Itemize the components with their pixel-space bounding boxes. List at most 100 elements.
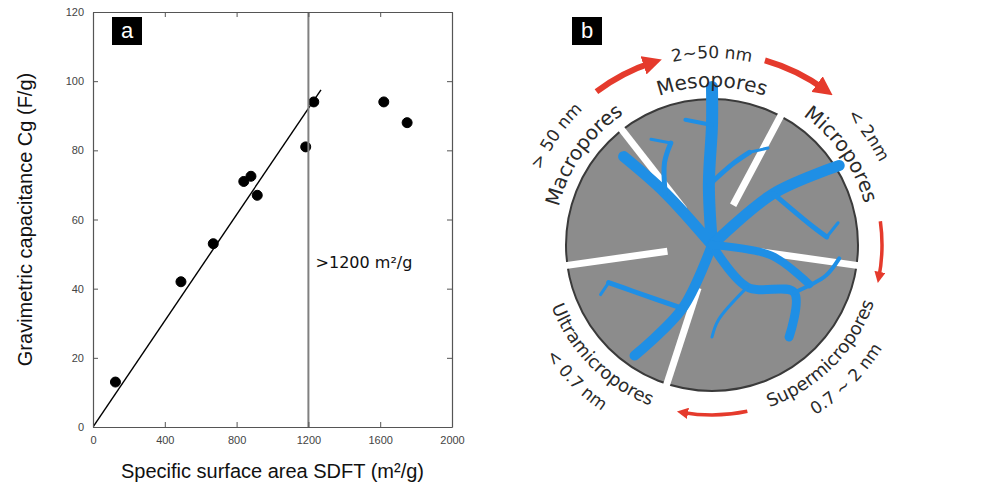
tick xyxy=(447,427,452,428)
flow-arrow xyxy=(765,60,825,89)
pore-channel xyxy=(635,245,712,356)
tick-mark xyxy=(93,150,98,151)
tick: 1200 xyxy=(297,422,321,446)
pore-channel xyxy=(709,152,750,185)
plot-background xyxy=(93,12,452,427)
data-point xyxy=(379,97,389,107)
pore-size: < 2nm xyxy=(844,105,894,165)
pore-channel xyxy=(609,283,683,309)
pore-channel xyxy=(773,194,826,237)
tick xyxy=(308,12,309,17)
pore-size: > 50 nm xyxy=(526,98,586,171)
canvas: 0400800120016002000020406080100120Specif… xyxy=(0,0,995,495)
tick xyxy=(165,12,166,17)
tick xyxy=(447,81,452,82)
pore-size: 0.7 ~ 2 nm xyxy=(806,339,885,418)
tick xyxy=(447,150,452,151)
tick: 0 xyxy=(78,421,98,433)
pore-channel xyxy=(709,87,712,245)
tick-mark xyxy=(447,150,452,151)
pore-label: Mesopores xyxy=(654,68,771,101)
data-point xyxy=(110,377,120,387)
tick: 1600 xyxy=(368,422,392,446)
pore-label-path: Mesopores xyxy=(654,68,771,101)
tick-label: 1600 xyxy=(368,434,392,446)
data-point xyxy=(176,277,186,287)
tick-mark xyxy=(237,12,238,17)
tick-label: 0 xyxy=(90,434,96,446)
pore-channel xyxy=(712,166,839,245)
tick: 100 xyxy=(66,75,98,87)
pore-size-path: 0.7 ~ 2 nm xyxy=(806,339,885,418)
pore-channel xyxy=(601,283,609,295)
tick-mark xyxy=(447,358,452,359)
y-axis-title: Gravimetric capacitance Cg (F/g) xyxy=(14,73,36,366)
tick-label: 0 xyxy=(78,421,84,433)
axis-line xyxy=(452,13,453,428)
pore-channel xyxy=(794,258,839,292)
tick-mark xyxy=(93,220,98,221)
tick: 60 xyxy=(72,214,98,226)
axis-mirror xyxy=(94,12,453,17)
tick: 20 xyxy=(72,352,98,364)
axis-line xyxy=(94,427,453,428)
tick-mark xyxy=(447,81,452,82)
pore-size-path: < 0.7 nm xyxy=(543,346,612,415)
flow-arrow xyxy=(879,221,882,277)
tick-mark xyxy=(93,427,98,428)
tick: 40 xyxy=(72,283,98,295)
tick-label: 800 xyxy=(228,434,246,446)
tick xyxy=(447,289,452,290)
x-axis-title: Specific surface area SDFT (m²/g) xyxy=(121,460,424,482)
tick xyxy=(447,358,452,359)
data-point xyxy=(246,171,256,181)
pore-size-path: < 2nm xyxy=(844,105,894,165)
tick: 120 xyxy=(66,6,98,18)
fit-line xyxy=(93,90,321,427)
tick-label: 80 xyxy=(72,144,84,156)
tick-mark xyxy=(165,422,166,427)
pore-channel xyxy=(712,287,747,337)
pore-size: < 0.7 nm xyxy=(543,346,612,415)
pore-size-path: 2~50 nm xyxy=(670,42,754,66)
axis-line xyxy=(94,12,453,13)
tick-label: 400 xyxy=(156,434,174,446)
threshold-line xyxy=(307,12,309,427)
flow-arrow xyxy=(682,411,747,415)
annotation: >1200 m²/g xyxy=(316,253,413,272)
pore-channel xyxy=(827,223,838,237)
pore-channel xyxy=(664,143,671,193)
pore-channel xyxy=(685,120,712,125)
pore-channel xyxy=(749,148,768,152)
tick-mark xyxy=(447,289,452,290)
flow-arrow xyxy=(596,62,652,91)
tick-label: 60 xyxy=(72,214,84,226)
tick-mark xyxy=(447,12,452,13)
tick-mark xyxy=(165,12,166,17)
tick-mark xyxy=(308,422,309,427)
pore-diagram: Macropores> 50 nmMesopores2~50 nmMicropo… xyxy=(526,42,894,419)
tick xyxy=(237,12,238,17)
pore-channel xyxy=(712,245,809,284)
tick-label: 20 xyxy=(72,352,84,364)
pore-size-path: > 50 nm xyxy=(526,98,586,171)
axis: 0 20 40 60 80 100 120 xyxy=(66,6,98,433)
tick: 80 xyxy=(72,144,98,156)
pore-size: 2~50 nm xyxy=(670,42,754,66)
tick: 800 xyxy=(228,422,246,446)
pore-channel xyxy=(624,157,712,245)
pore-channel xyxy=(651,139,671,143)
tick-mark xyxy=(93,12,98,13)
data-point xyxy=(402,118,412,128)
panel-letter: a xyxy=(121,18,134,43)
panel-letter-box xyxy=(112,17,142,45)
tick-label: 100 xyxy=(66,75,84,87)
tick: 400 xyxy=(156,422,174,446)
tick xyxy=(447,220,452,221)
tick-label: 40 xyxy=(72,283,84,295)
tick-mark xyxy=(447,427,452,428)
data-point xyxy=(252,190,262,200)
tick-label: 1200 xyxy=(297,434,321,446)
tick-mark xyxy=(93,358,98,359)
tick-mark xyxy=(380,422,381,427)
